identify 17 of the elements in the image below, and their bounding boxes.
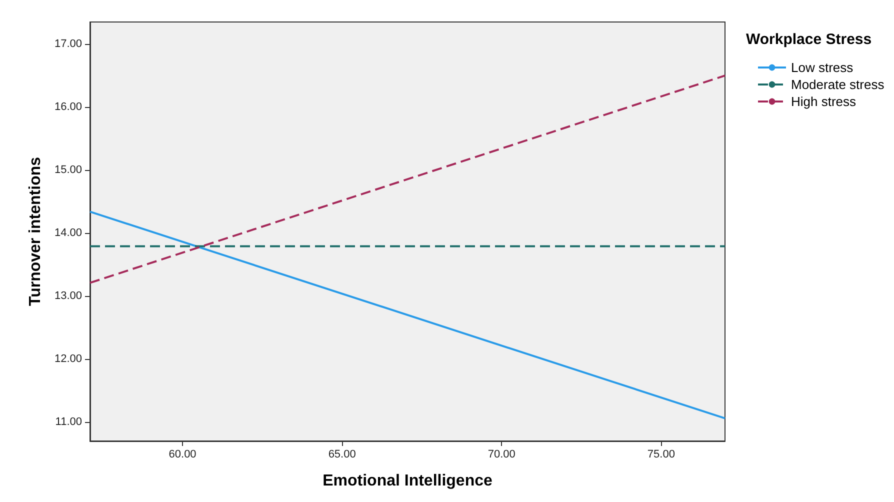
y-tick-label: 12.00 (54, 353, 82, 366)
legend-label: Low stress (791, 60, 854, 75)
x-tick-label: 60.00 (168, 448, 196, 460)
y-tick-label: 16.00 (54, 101, 82, 114)
y-tick-label: 15.00 (54, 164, 82, 176)
x-tick-label: 75.00 (647, 448, 675, 460)
x-tick-label: 65.00 (328, 448, 356, 460)
x-axis-title: Emotional Intelligence (322, 472, 492, 490)
y-axis-title: Turnover intentions (27, 156, 44, 306)
x-tick-label: 70.00 (488, 448, 516, 460)
legend-title: Workplace Stress (746, 31, 872, 48)
y-tick-label: 13.00 (54, 290, 82, 302)
y-tick-label: 11.00 (55, 416, 82, 428)
y-tick-label: 17.00 (54, 38, 82, 50)
legend-label: High stress (791, 94, 857, 109)
legend-label: Moderate stress (791, 77, 885, 92)
y-tick-label: 14.00 (54, 227, 82, 240)
